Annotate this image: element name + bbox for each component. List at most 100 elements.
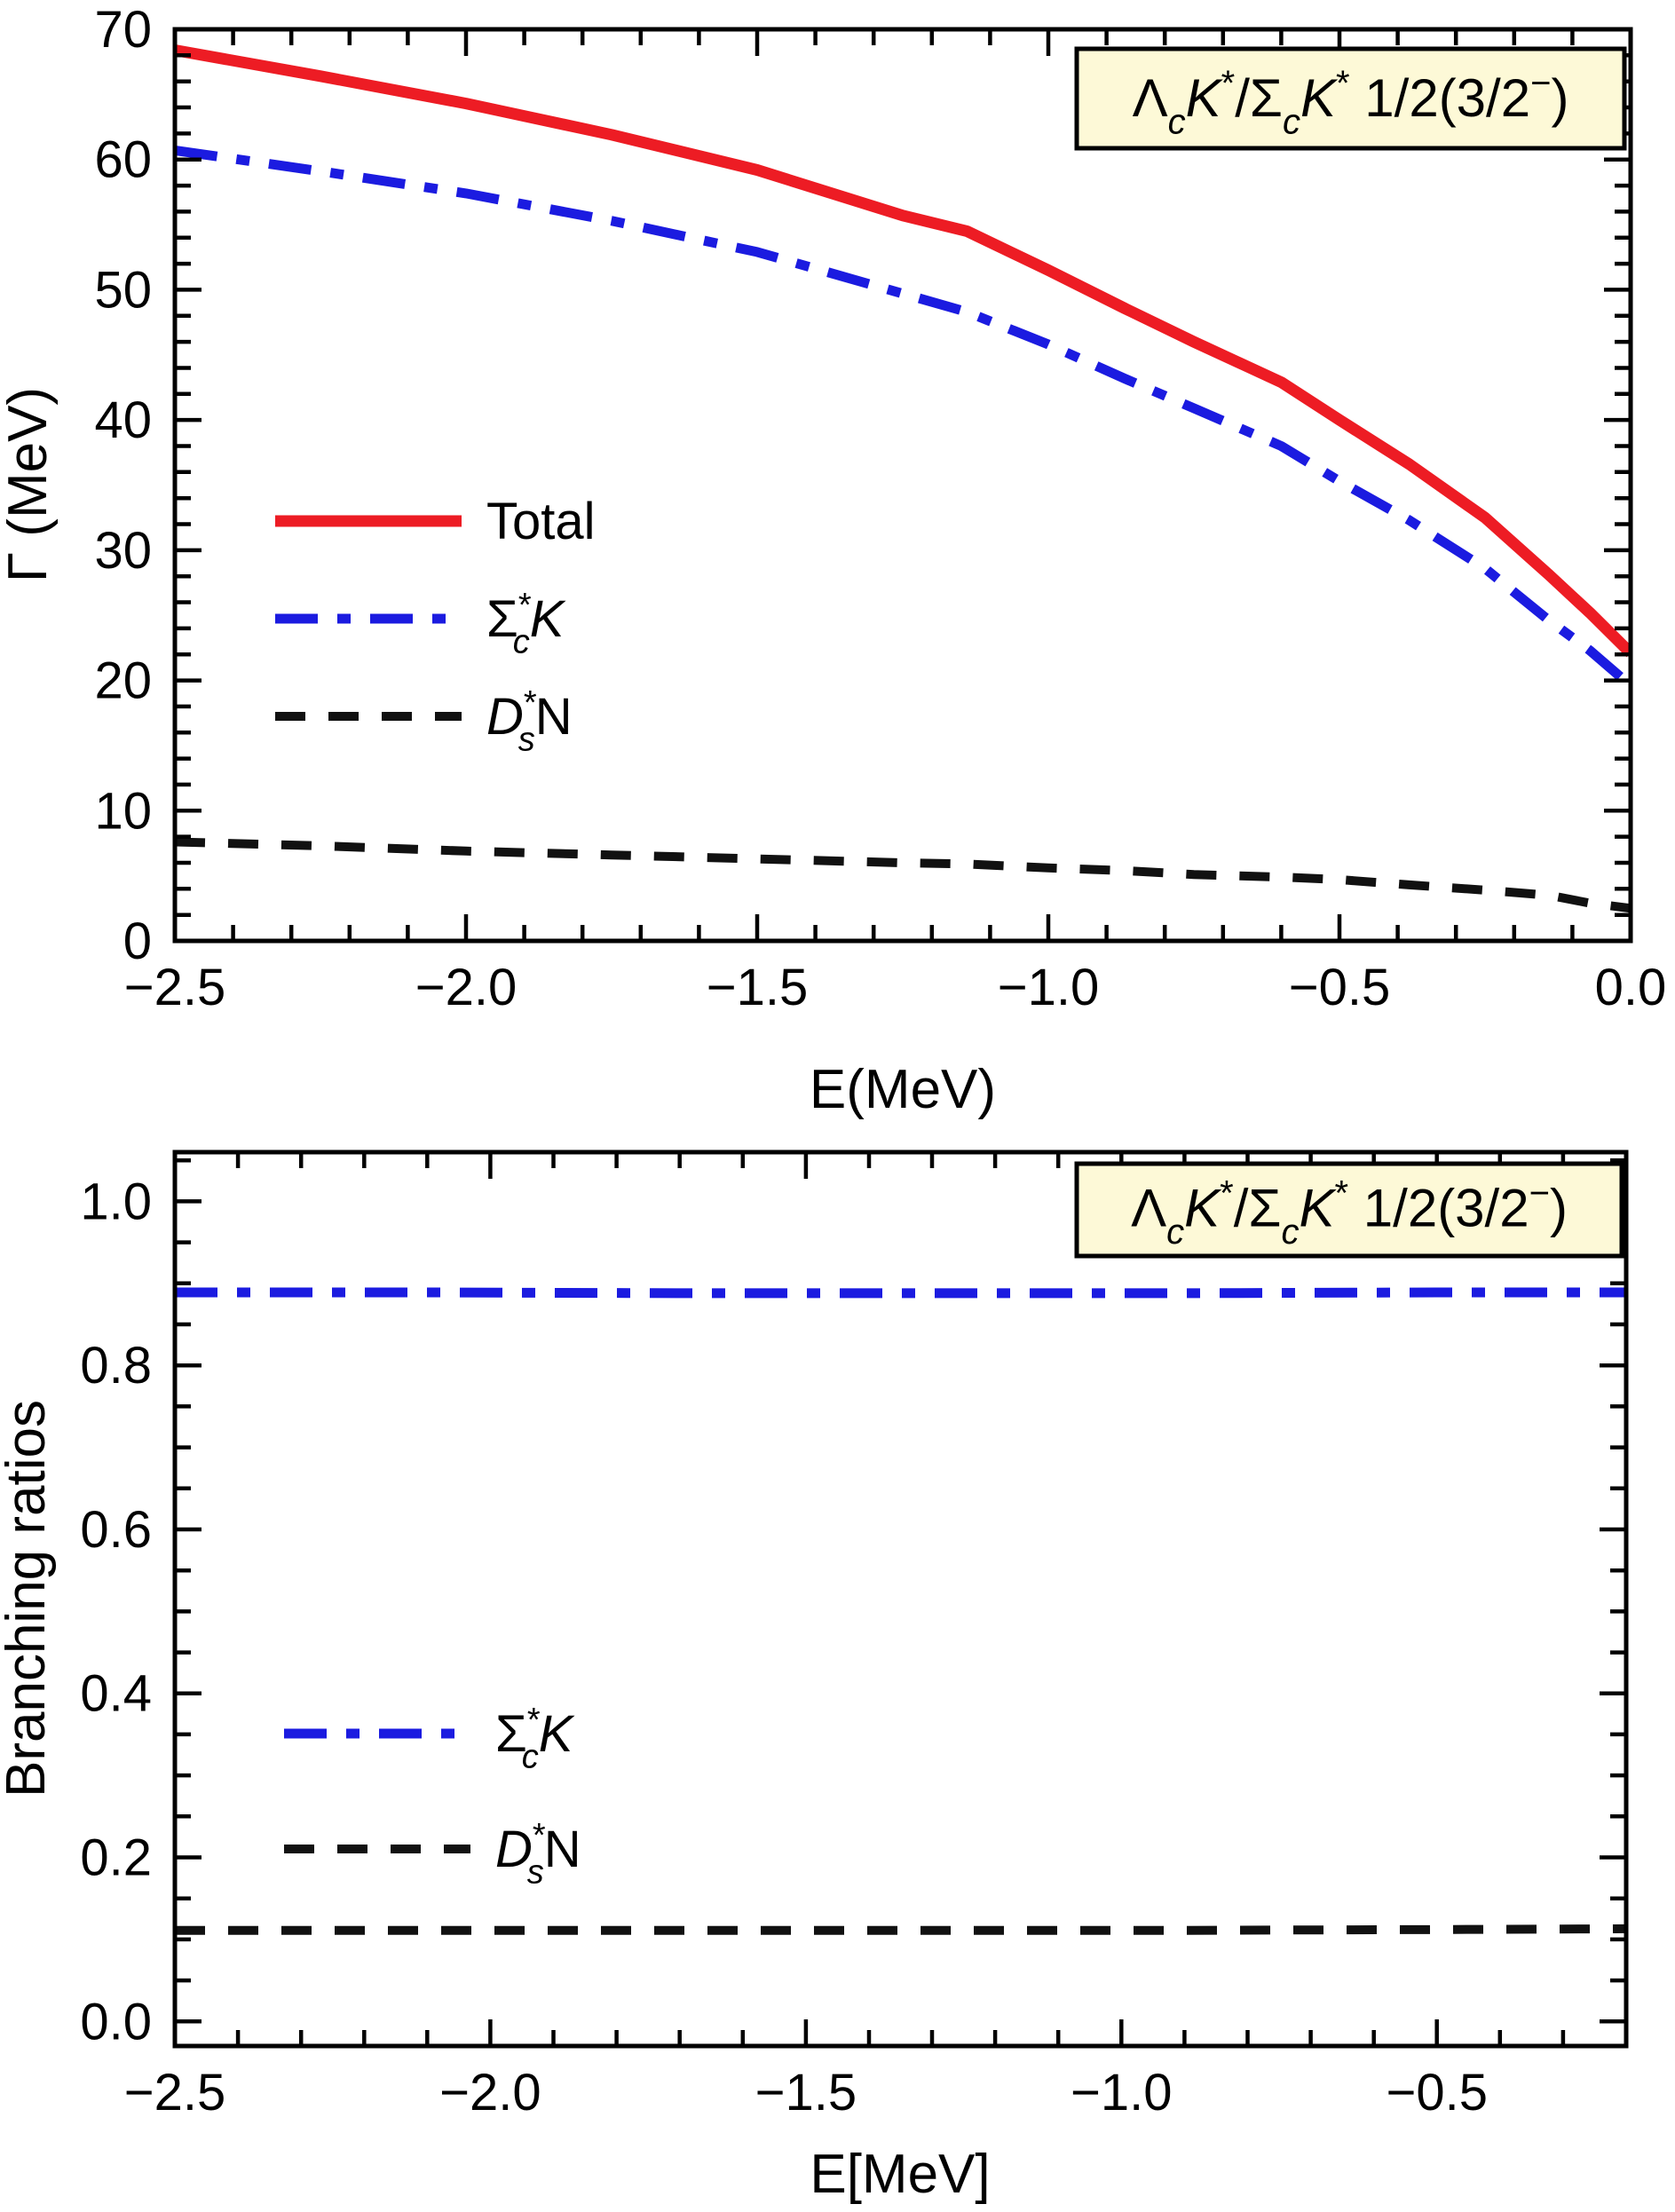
y-tick-label: 10 bbox=[94, 782, 152, 840]
rich-text-token: 0 bbox=[123, 912, 152, 970]
rich-text-token: 60 bbox=[94, 131, 152, 189]
rich-text-token: 1/2(3/2 bbox=[1348, 1179, 1529, 1238]
channel-title: ΛcK*/ΣcK* 1/2(3/2−) bbox=[1131, 1174, 1568, 1252]
rich-text-token: K bbox=[1300, 1179, 1338, 1238]
channel-title: ΛcK*/ΣcK* 1/2(3/2−) bbox=[1133, 64, 1569, 141]
rich-text-token: ) bbox=[1551, 68, 1568, 128]
legend-label-ck: Σ* cK bbox=[486, 587, 566, 661]
rich-text-token: N bbox=[544, 1821, 581, 1878]
y-tick-label: 0.8 bbox=[80, 1337, 152, 1394]
channel-title-box bbox=[1074, 46, 1627, 151]
series-line-total bbox=[175, 44, 1631, 658]
y-tick-label: 30 bbox=[94, 522, 152, 580]
y-tick-label: 20 bbox=[94, 652, 152, 710]
rich-text-token: * bbox=[518, 587, 532, 624]
rich-text-token: Λ bbox=[1131, 1179, 1166, 1238]
rich-text-token: N bbox=[535, 688, 573, 746]
y-axis-label: Γ (MeV) bbox=[0, 387, 59, 582]
rich-text-token: D bbox=[486, 688, 524, 746]
x-axis-label: E(MeV) bbox=[810, 1059, 996, 1120]
rich-text-token: * bbox=[1336, 64, 1350, 103]
rich-text-token: Γ (MeV) bbox=[0, 387, 59, 582]
rich-text-token: c bbox=[522, 1739, 539, 1776]
x-tick-label: 0.0 bbox=[1595, 959, 1667, 1016]
series-line-ck bbox=[175, 145, 1631, 690]
rich-text-token: * bbox=[527, 1702, 541, 1739]
x-tick-label: −0.5 bbox=[1289, 959, 1391, 1016]
rich-text-token: 0.0 bbox=[80, 1993, 152, 2050]
rich-text-token: −2.5 bbox=[124, 2064, 226, 2121]
channel-title-box bbox=[1074, 1161, 1624, 1259]
rich-text-token: c bbox=[1168, 102, 1186, 141]
rich-text-token: 1.0 bbox=[80, 1173, 152, 1230]
rich-text-token: c bbox=[1283, 102, 1300, 141]
legend-label-total: Total bbox=[486, 493, 596, 550]
y-tick-label: 40 bbox=[94, 391, 152, 449]
rich-text-token: K bbox=[539, 1705, 575, 1763]
x-tick-label: −1.5 bbox=[707, 959, 809, 1016]
rich-text-token: −1.0 bbox=[1071, 2064, 1173, 2121]
rich-text-token: 0.0 bbox=[1595, 959, 1667, 1016]
series-line-dsn bbox=[175, 1924, 1626, 1935]
rich-text-token: / bbox=[1235, 68, 1250, 128]
rich-text-token: K bbox=[530, 590, 566, 648]
rich-text-token: * bbox=[1335, 1174, 1349, 1213]
y-tick-label: 0.2 bbox=[80, 1829, 152, 1887]
legend-label-dsn: D* sN bbox=[495, 1817, 581, 1892]
rich-text-token: 20 bbox=[94, 652, 152, 710]
rich-text-token: ) bbox=[1550, 1179, 1568, 1238]
rich-text-token: −1.5 bbox=[707, 959, 809, 1016]
y-tick-label: 60 bbox=[94, 131, 152, 189]
rich-text-token: K bbox=[1184, 1179, 1222, 1238]
rich-text-token: K bbox=[1186, 68, 1224, 128]
series-line-dsn bbox=[175, 837, 1631, 913]
rich-text-token: * bbox=[533, 1817, 546, 1854]
rich-text-token: K bbox=[1300, 68, 1339, 128]
rich-text-token: * bbox=[1220, 1174, 1234, 1213]
rich-text-token: 30 bbox=[94, 522, 152, 580]
plot-frame bbox=[172, 27, 1633, 944]
rich-text-token: −2.0 bbox=[439, 2064, 541, 2121]
x-tick-label: −2.0 bbox=[439, 2064, 541, 2121]
series-line-ck bbox=[175, 1287, 1626, 1299]
rich-text-token: − bbox=[1530, 64, 1551, 103]
rich-text-token: Total bbox=[486, 493, 596, 550]
x-tick-label: −2.0 bbox=[415, 959, 518, 1016]
rich-text-token: 0.2 bbox=[80, 1829, 152, 1887]
x-tick-label: −0.5 bbox=[1386, 2064, 1488, 2121]
y-tick-label: 70 bbox=[94, 1, 152, 59]
rich-text-token: −0.5 bbox=[1386, 2064, 1488, 2121]
rich-text-token: 0.4 bbox=[80, 1665, 152, 1723]
rich-text-token: −1.0 bbox=[998, 959, 1100, 1016]
rich-text-token: Σ bbox=[495, 1705, 527, 1763]
rich-text-token: −2.0 bbox=[415, 959, 518, 1016]
rich-text-token: −1.5 bbox=[755, 2064, 857, 2121]
rich-text-token: Σ bbox=[1250, 68, 1283, 128]
rich-text-token: 70 bbox=[94, 1, 152, 59]
rich-text-token: s bbox=[527, 1854, 544, 1892]
y-tick-label: 0.6 bbox=[80, 1501, 152, 1559]
x-tick-label: −2.5 bbox=[124, 2064, 226, 2121]
rich-text-token: 10 bbox=[94, 782, 152, 840]
x-tick-label: −1.0 bbox=[1071, 2064, 1173, 2121]
legend-label-ck: Σ* cK bbox=[495, 1702, 575, 1776]
legend-label-dsn: D* sN bbox=[486, 684, 573, 759]
rich-text-token: Σ bbox=[486, 590, 518, 648]
rich-text-token: D bbox=[495, 1821, 533, 1878]
x-tick-label: −1.5 bbox=[755, 2064, 857, 2121]
rich-text-token: 1/2(3/2 bbox=[1350, 68, 1530, 128]
y-tick-label: 0.0 bbox=[80, 1993, 152, 2050]
rich-text-token: E[MeV] bbox=[810, 2144, 990, 2205]
x-tick-label: −1.0 bbox=[998, 959, 1100, 1016]
decay-width-panel: −2.5 −2.0 −1.5 −1.0 −0.5 0.0 0 10 20 30 40 50 60 70 E(… bbox=[0, 1, 1666, 1120]
y-tick-label: 50 bbox=[94, 261, 152, 319]
y-axis-label: Branching ratios bbox=[0, 1400, 57, 1797]
y-tick-label: 1.0 bbox=[80, 1173, 152, 1230]
rich-text-token: −2.5 bbox=[124, 959, 226, 1016]
rich-text-token: Branching ratios bbox=[0, 1400, 57, 1797]
plot-frame bbox=[172, 1149, 1629, 2049]
x-axis-label: E[MeV] bbox=[810, 2144, 990, 2205]
rich-text-token: / bbox=[1234, 1179, 1249, 1238]
